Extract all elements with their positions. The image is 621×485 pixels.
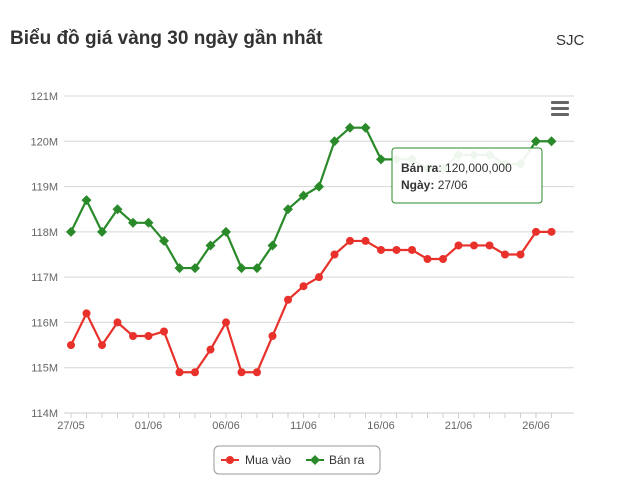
data-point[interactable] (485, 241, 494, 250)
data-point[interactable] (143, 217, 154, 228)
data-point[interactable] (283, 204, 293, 215)
x-tick-label: 11/06 (290, 420, 317, 432)
data-point[interactable] (345, 122, 355, 133)
data-point[interactable] (175, 368, 184, 377)
data-point[interactable] (284, 295, 292, 304)
data-point[interactable] (67, 341, 75, 350)
data-point[interactable] (330, 250, 339, 259)
data-point[interactable] (439, 255, 447, 264)
data-point[interactable] (222, 318, 230, 327)
data-point[interactable] (206, 345, 215, 354)
grid-lines (64, 95, 574, 369)
legend-marker-ban-ra (310, 455, 320, 465)
chart-title: Biểu đồ giá vàng 30 ngày gần nhất (10, 28, 323, 49)
data-point[interactable] (144, 332, 153, 341)
legend-label-ban-ra: Bán ra (329, 453, 365, 467)
legend-item-mua-vao[interactable]: Mua vào (221, 453, 291, 467)
data-point[interactable] (346, 236, 354, 245)
data-point[interactable] (66, 226, 76, 237)
data-point[interactable] (376, 154, 386, 165)
data-point[interactable] (454, 241, 463, 250)
y-tick-label: 118M (31, 227, 58, 239)
data-point[interactable] (315, 273, 323, 282)
series-mua-vao (67, 227, 556, 377)
x-tick-label: 06/06 (212, 420, 240, 432)
data-point[interactable] (360, 122, 371, 133)
y-tick-label: 114M (31, 408, 58, 420)
y-tick-label: 117M (31, 272, 58, 284)
x-tick-label: 27/05 (57, 420, 85, 432)
tooltip: Bán ra: 120,000,000 Ngày: 27/06 (391, 147, 543, 204)
data-point[interactable] (314, 181, 324, 192)
data-point[interactable] (361, 236, 370, 245)
data-point[interactable] (236, 263, 247, 274)
x-tick-label: 01/06 (135, 420, 163, 432)
data-point[interactable] (299, 282, 308, 291)
tooltip-date-label: Ngày (401, 178, 431, 192)
data-point[interactable] (501, 250, 509, 259)
y-tick-label: 115M (31, 363, 58, 375)
data-point[interactable] (547, 227, 556, 236)
data-point[interactable] (191, 368, 199, 377)
data-point[interactable] (128, 217, 138, 228)
legend-marker-mua-vao (226, 456, 234, 464)
data-point[interactable] (392, 245, 401, 254)
tooltip-series-label: Bán ra (401, 161, 439, 175)
series-line (70, 230, 552, 374)
data-point[interactable] (531, 136, 541, 147)
data-point[interactable] (268, 332, 277, 341)
y-tick-label: 120M (30, 136, 58, 148)
source-label: SJC (556, 32, 585, 49)
y-tick-label: 116M (31, 317, 58, 329)
chart-menu-button[interactable] (546, 96, 574, 122)
y-axis: 114M 115M 116M 117M 118M 119M 120M 121M (30, 91, 58, 420)
data-point[interactable] (546, 136, 557, 147)
data-point[interactable] (81, 195, 92, 206)
data-point[interactable] (516, 250, 525, 259)
data-point[interactable] (253, 368, 261, 377)
tooltip-value: 120,000,000 (445, 161, 512, 175)
data-point[interactable] (205, 240, 216, 251)
data-point[interactable] (470, 241, 478, 250)
data-point[interactable] (174, 263, 185, 274)
data-point[interactable] (190, 263, 200, 274)
legend-item-ban-ra[interactable]: Bán ra (306, 453, 365, 467)
x-axis: 27/05 01/06 06/06 11/06 16/06 21/06 26/06 (57, 412, 574, 432)
data-point[interactable] (129, 332, 137, 341)
data-point[interactable] (298, 190, 309, 201)
legend-label-mua-vao: Mua vào (245, 453, 291, 467)
data-point[interactable] (329, 136, 340, 147)
data-point[interactable] (97, 226, 107, 237)
legend: Mua vào Bán ra (213, 445, 381, 475)
data-point[interactable] (82, 309, 91, 318)
data-point[interactable] (267, 240, 278, 251)
tooltip-date-value: 27/06 (438, 178, 468, 192)
data-point[interactable] (252, 263, 262, 274)
data-point[interactable] (160, 327, 168, 336)
x-tick-label: 26/06 (522, 420, 550, 432)
data-point[interactable] (237, 368, 246, 377)
data-point[interactable] (112, 204, 123, 215)
tooltip-line-date: Ngày: 27/06 (401, 178, 468, 192)
data-point[interactable] (98, 341, 106, 350)
data-point[interactable] (423, 255, 432, 264)
y-tick-label: 121M (30, 91, 58, 103)
x-tick-label: 16/06 (367, 420, 395, 432)
x-tick-label: 21/06 (445, 420, 473, 432)
y-tick-label: 119M (31, 182, 58, 194)
data-point[interactable] (113, 318, 122, 327)
data-point[interactable] (408, 245, 416, 254)
tooltip-line-value: Bán ra: 120,000,000 (401, 161, 512, 175)
data-point[interactable] (221, 226, 231, 237)
data-point[interactable] (532, 227, 540, 236)
data-point[interactable] (159, 235, 169, 246)
data-point[interactable] (377, 245, 385, 254)
hamburger-menu-icon[interactable] (551, 101, 569, 116)
